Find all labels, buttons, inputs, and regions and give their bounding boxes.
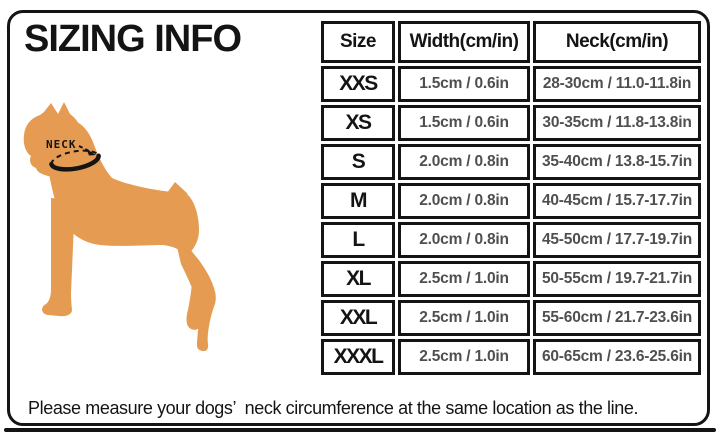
size-cell: S xyxy=(321,144,395,180)
width-cell: 2.5cm / 1.0in xyxy=(398,339,530,375)
col-header-width: Width(cm/in) xyxy=(398,21,530,63)
size-cell: M xyxy=(321,183,395,219)
size-cell: XXS xyxy=(321,66,395,102)
table-row: S 2.0cm / 0.8in 35-40cm / 13.8-15.7in xyxy=(321,144,701,180)
width-cell: 2.0cm / 0.8in xyxy=(398,144,530,180)
table-row: XL 2.5cm / 1.0in 50-55cm / 19.7-21.7in xyxy=(321,261,701,297)
page-title: SIZING INFO xyxy=(24,18,242,60)
measure-instruction-caption: Please measure your dogs’ neck circumfer… xyxy=(28,398,639,418)
width-cell: 2.5cm / 1.0in xyxy=(398,300,530,336)
table-header-row: Size Width(cm/in) Neck(cm/in) xyxy=(321,21,701,63)
table-row: XXS 1.5cm / 0.6in 28-30cm / 11.0-11.8in xyxy=(321,66,701,102)
neck-pointer-line xyxy=(78,145,92,153)
collar-front-line xyxy=(49,153,101,172)
width-cell: 2.0cm / 0.8in xyxy=(398,183,530,219)
table-row: XXL 2.5cm / 1.0in 55-60cm / 21.7-23.6in xyxy=(321,300,701,336)
neck-cell: 60-65cm / 23.6-25.6in xyxy=(533,339,701,375)
dog-figure: NECK xyxy=(23,102,216,352)
width-cell: 2.5cm / 1.0in xyxy=(398,261,530,297)
width-cell: 1.5cm / 0.6in xyxy=(398,105,530,141)
neck-pointer-arrowhead-icon xyxy=(86,149,96,156)
table-row: XXXL 2.5cm / 1.0in 60-65cm / 23.6-25.6in xyxy=(321,339,701,375)
size-cell: L xyxy=(321,222,395,258)
sizing-table: Size Width(cm/in) Neck(cm/in) XXS 1.5cm /… xyxy=(318,18,704,378)
table-row: M 2.0cm / 0.8in 40-45cm / 15.7-17.7in xyxy=(321,183,701,219)
neck-cell: 35-40cm / 13.8-15.7in xyxy=(533,144,701,180)
bottom-edge-line xyxy=(4,428,716,432)
width-cell: 2.0cm / 0.8in xyxy=(398,222,530,258)
neck-cell: 28-30cm / 11.0-11.8in xyxy=(533,66,701,102)
collar-back-dashed-line xyxy=(50,149,100,165)
neck-cell: 40-45cm / 15.7-17.7in xyxy=(533,183,701,219)
neck-cell: 55-60cm / 21.7-23.6in xyxy=(533,300,701,336)
col-header-size: Size xyxy=(321,21,395,63)
col-header-neck: Neck(cm/in) xyxy=(533,21,701,63)
size-cell: XS xyxy=(321,105,395,141)
neck-cell: 30-35cm / 11.8-13.8in xyxy=(533,105,701,141)
width-cell: 1.5cm / 0.6in xyxy=(398,66,530,102)
table-row: L 2.0cm / 0.8in 45-50cm / 17.7-19.7in xyxy=(321,222,701,258)
table-row: XS 1.5cm / 0.6in 30-35cm / 11.8-13.8in xyxy=(321,105,701,141)
size-cell: XL xyxy=(321,261,395,297)
size-cell: XXXL xyxy=(321,339,395,375)
size-cell: XXL xyxy=(321,300,395,336)
dog-diagram: NECK xyxy=(15,98,230,356)
neck-cell: 45-50cm / 17.7-19.7in xyxy=(533,222,701,258)
dog-silhouette xyxy=(23,102,216,352)
neck-cell: 50-55cm / 19.7-21.7in xyxy=(533,261,701,297)
neck-label: NECK xyxy=(46,138,77,151)
